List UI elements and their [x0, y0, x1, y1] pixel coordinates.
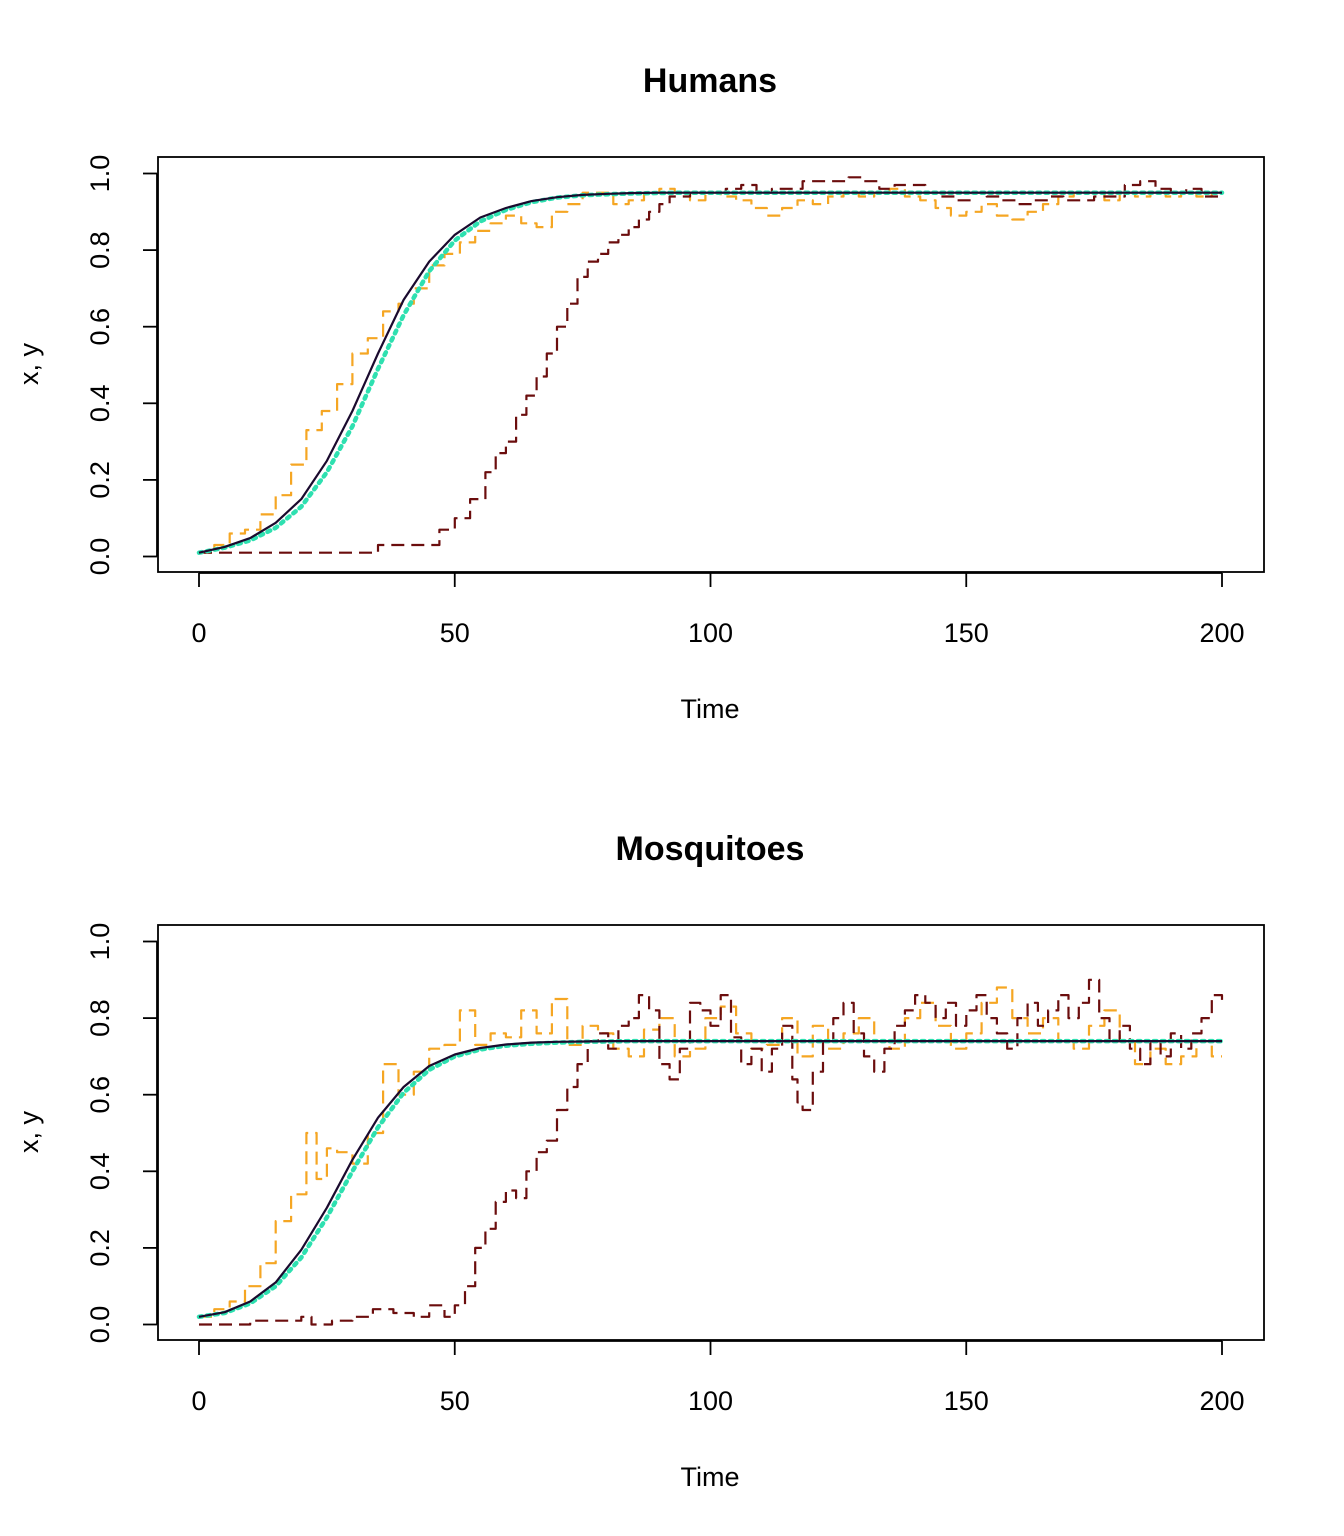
x-tick-label: 100 — [688, 618, 733, 648]
x-axis: 0 50 100 150 200 — [191, 572, 1245, 648]
stochastic-series-orange — [199, 986, 1222, 1318]
deterministic-series-dark — [198, 191, 1222, 554]
y-tick-label: 0.2 — [85, 461, 115, 499]
series-layer — [196, 176, 1225, 555]
chart-title: Humans — [643, 62, 777, 100]
y-axis: 0.0 0.2 0.4 0.6 0.8 1.0 — [85, 923, 158, 1344]
plot-frame — [157, 156, 1265, 573]
chart-panel-mosquitoes: Mosquitoes 0 50 100 150 200 0.0 0.2 0.4 0.6 0.8 1… — [14, 830, 1265, 1492]
plot-frame — [157, 924, 1265, 1341]
y-tick-label: 0.0 — [85, 538, 115, 576]
y-tick-label: 0.4 — [85, 385, 115, 423]
x-tick-label: 50 — [440, 618, 470, 648]
y-tick-label: 1.0 — [85, 923, 115, 961]
chart-title: Mosquitoes — [616, 830, 805, 868]
x-axis-label: Time — [681, 694, 740, 724]
y-tick-label: 0.0 — [85, 1306, 115, 1344]
x-tick-label: 150 — [944, 1386, 989, 1416]
y-tick-label: 0.6 — [85, 308, 115, 346]
y-tick-label: 0.4 — [85, 1153, 115, 1191]
y-tick-label: 1.0 — [85, 155, 115, 193]
x-tick-label: 50 — [440, 1386, 470, 1416]
series-layer — [196, 978, 1225, 1326]
x-tick-label: 0 — [191, 618, 206, 648]
x-tick-label: 100 — [688, 1386, 733, 1416]
x-tick-label: 200 — [1199, 618, 1244, 648]
x-tick-label: 200 — [1199, 1386, 1244, 1416]
y-tick-label: 0.8 — [85, 231, 115, 269]
x-tick-label: 0 — [191, 1386, 206, 1416]
y-axis: 0.0 0.2 0.4 0.6 0.8 1.0 — [85, 155, 158, 576]
y-tick-label: 0.8 — [85, 999, 115, 1037]
deterministic-series-dark — [198, 1040, 1222, 1318]
y-axis-label: x, y — [14, 1111, 44, 1154]
chart-panel-humans: Humans 0 50 100 150 200 0.0 0.2 0.4 0.6 0.8 1.0 T… — [14, 62, 1265, 724]
x-axis: 0 50 100 150 200 — [191, 1340, 1245, 1416]
x-tick-label: 150 — [944, 618, 989, 648]
y-tick-label: 0.2 — [85, 1229, 115, 1267]
x-axis-label: Time — [681, 1462, 740, 1492]
y-axis-label: x, y — [14, 343, 44, 386]
y-tick-label: 0.6 — [85, 1076, 115, 1114]
stochastic-series-darkred — [199, 978, 1224, 1326]
